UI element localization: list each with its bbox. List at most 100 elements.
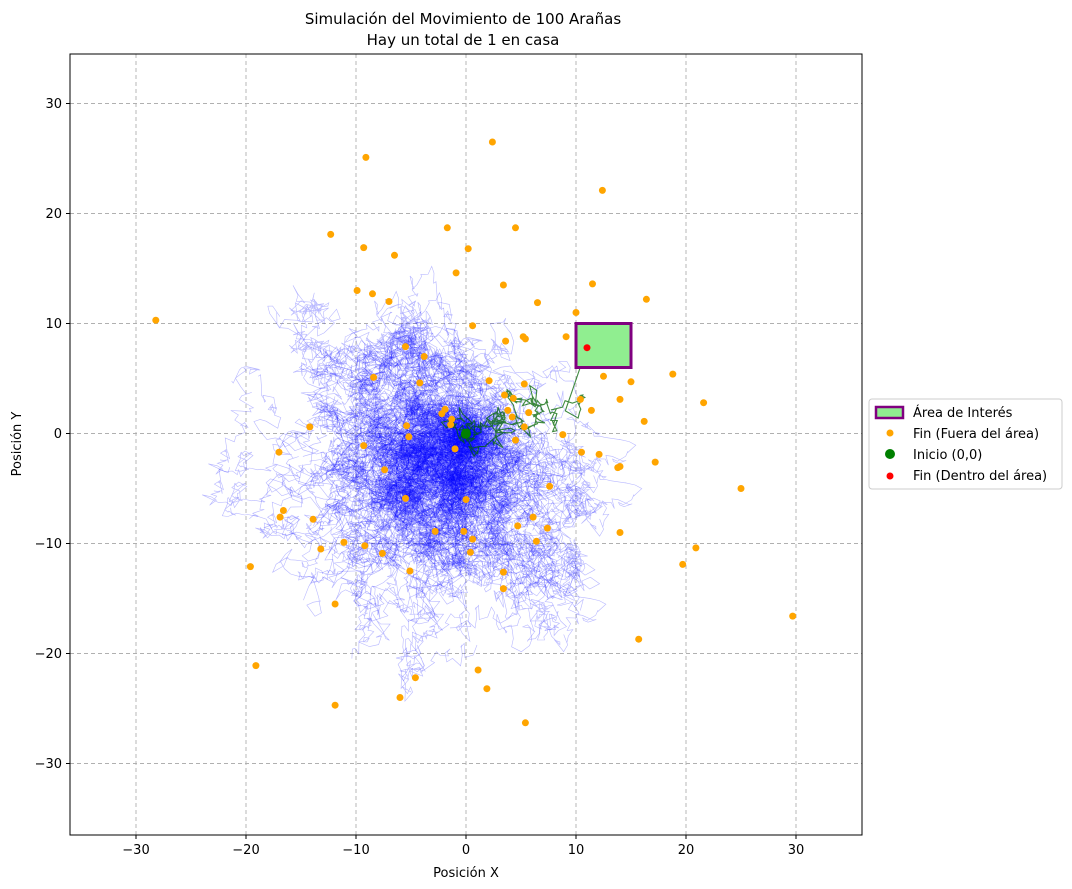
end-point-outside xyxy=(483,685,491,693)
end-point-outside xyxy=(402,494,409,502)
spider-path xyxy=(419,411,546,527)
spider-path xyxy=(299,420,489,607)
end-point-outside xyxy=(361,542,369,550)
spider-path xyxy=(368,412,483,519)
end-point-outside xyxy=(452,269,460,277)
end-point-outside xyxy=(509,394,517,402)
spider-path xyxy=(322,343,508,485)
legend-label-area: Área de Interés xyxy=(913,405,1013,421)
spider-path xyxy=(388,430,518,703)
spider-path xyxy=(375,382,502,478)
spider-path xyxy=(362,412,512,511)
spider-path xyxy=(396,379,518,517)
end-point-outside xyxy=(360,442,368,450)
end-point-outside xyxy=(521,335,529,343)
area-of-interest xyxy=(574,322,633,369)
spider-path xyxy=(407,427,527,605)
end-point-outside xyxy=(521,719,529,727)
spider-path xyxy=(369,433,488,622)
y-tick-label: −10 xyxy=(35,537,62,552)
spider-path xyxy=(344,290,494,474)
spider-path xyxy=(457,433,568,641)
end-point-outside xyxy=(642,295,650,303)
end-point-outside xyxy=(416,379,424,387)
spider-path xyxy=(333,316,483,454)
end-point-outside xyxy=(152,316,160,324)
end-point-outside xyxy=(589,280,596,288)
spider-path xyxy=(387,369,502,489)
spider-path xyxy=(428,414,555,486)
end-point-outside xyxy=(640,417,648,425)
spider-path xyxy=(249,428,485,571)
spider-paths xyxy=(202,265,643,703)
spider-path xyxy=(414,427,534,581)
end-point-outside xyxy=(396,694,404,701)
spider-path xyxy=(389,424,503,584)
end-point-outside xyxy=(331,600,339,608)
spider-path xyxy=(319,394,505,536)
end-points xyxy=(152,138,797,727)
spider-path xyxy=(441,431,554,566)
spider-path xyxy=(221,403,483,535)
spider-path xyxy=(335,428,521,643)
end-point-outside xyxy=(501,391,508,399)
spider-path xyxy=(424,433,607,653)
home-spider-path-line xyxy=(440,347,588,458)
spider-path xyxy=(460,433,643,537)
x-tick-label: −30 xyxy=(122,843,149,858)
end-point-outside xyxy=(462,496,470,503)
spider-path xyxy=(329,398,479,497)
end-point-outside xyxy=(576,395,584,403)
spider-path xyxy=(355,427,490,549)
spider-path xyxy=(373,291,491,434)
legend-label-start: Inicio (0,0) xyxy=(913,448,982,463)
end-point-outside xyxy=(469,535,477,543)
spider-path xyxy=(399,408,485,536)
spider-path xyxy=(298,348,477,503)
spider-path xyxy=(380,410,504,524)
spider-path xyxy=(306,396,467,617)
spider-path xyxy=(331,433,517,643)
spider-path xyxy=(420,415,578,601)
end-point-outside xyxy=(443,224,451,232)
spider-path xyxy=(367,396,508,538)
end-point-outside xyxy=(692,544,700,552)
spider-path xyxy=(380,265,483,449)
legend: Área de Interés Fin (Fuera del área) Ini… xyxy=(868,398,1063,490)
end-point-outside xyxy=(651,458,659,466)
spider-path xyxy=(259,375,467,562)
spider-path xyxy=(384,417,515,690)
spider-path xyxy=(365,414,482,564)
end-point-outside xyxy=(520,380,528,388)
end-point-outside xyxy=(327,230,335,238)
end-point-outside xyxy=(431,527,439,535)
spider-path xyxy=(398,421,534,653)
end-point-outside xyxy=(669,370,677,378)
end-point-outside xyxy=(464,245,472,253)
y-tick-label: 0 xyxy=(54,427,62,442)
start-point xyxy=(461,428,471,439)
end-point-outside xyxy=(276,513,284,521)
end-point-outside xyxy=(600,372,607,380)
end-point-outside xyxy=(381,466,389,474)
spider-path xyxy=(458,433,596,611)
spider-path xyxy=(328,351,472,475)
spider-path xyxy=(338,378,492,498)
spider-path xyxy=(360,398,488,580)
end-point-outside xyxy=(370,373,378,381)
spider-path xyxy=(297,428,467,584)
legend-marker-outside xyxy=(886,429,894,437)
spider-path xyxy=(369,374,485,503)
spider-path xyxy=(346,330,477,443)
end-point-outside xyxy=(309,515,317,523)
spider-path xyxy=(334,423,467,659)
end-point-outside xyxy=(512,224,519,232)
spider-path xyxy=(442,408,601,615)
end-point-outside xyxy=(447,421,455,429)
spider-path xyxy=(451,416,561,574)
end-point-outside xyxy=(614,464,622,472)
x-axis-label: Posición X xyxy=(433,866,499,881)
spider-path xyxy=(353,304,488,447)
y-axis-ticks: −30 −20 −10 0 10 20 30 xyxy=(35,97,70,772)
end-point-outside xyxy=(246,563,254,571)
